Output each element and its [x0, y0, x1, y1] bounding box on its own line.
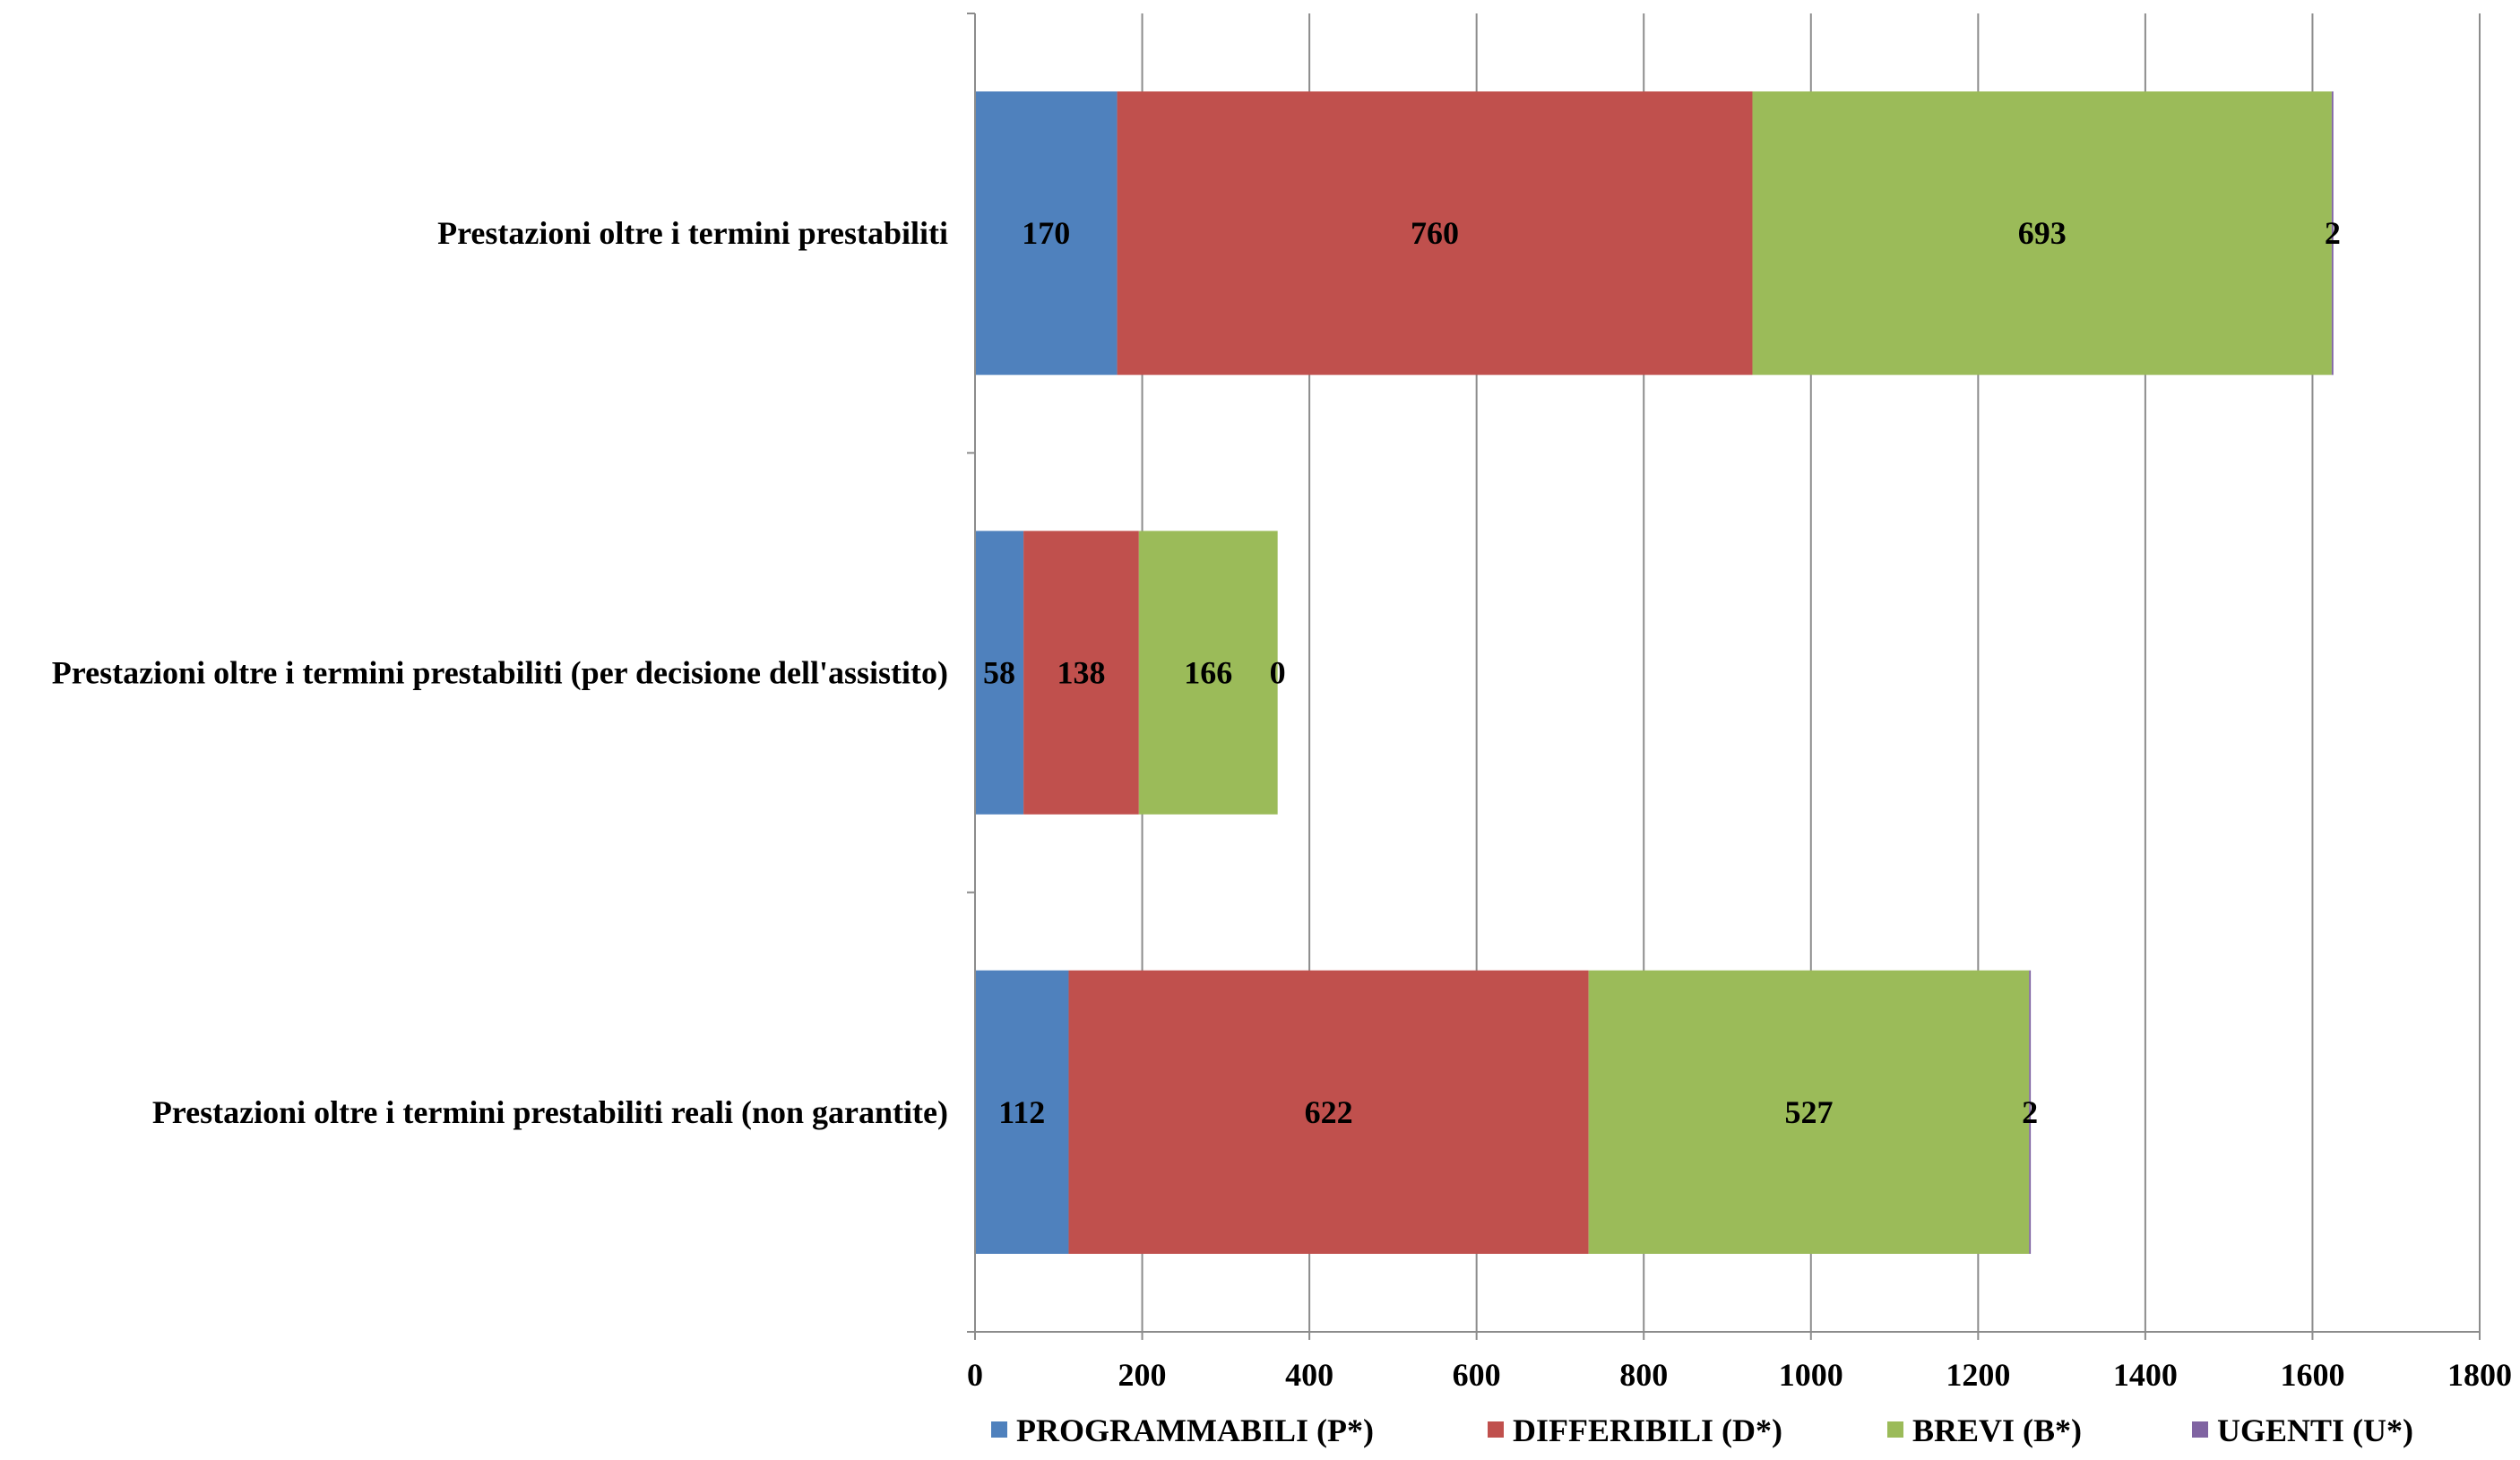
x-tick-label: 1400 [2113, 1357, 2178, 1393]
bar-segment [975, 531, 1024, 815]
bar-segment [2029, 970, 2032, 1254]
x-tick-label: 600 [1453, 1357, 1501, 1393]
bar-segment [1752, 91, 2332, 376]
legend-label: PROGRAMMABILI (P*) [1016, 1412, 1374, 1448]
category-label: Prestazioni oltre i termini prestabiliti… [152, 1094, 948, 1130]
category-label: Prestazioni oltre i termini prestabiliti [437, 215, 948, 251]
legend-swatch [1488, 1421, 1504, 1438]
data-label: 760 [1411, 215, 1459, 251]
bar-segment [1588, 970, 2030, 1254]
category-labels: Prestazioni oltre i termini prestabiliti… [52, 215, 948, 1130]
legend-swatch [991, 1421, 1007, 1438]
bars [975, 91, 2334, 1254]
data-labels: 170 760 693 2 58 138 166 0 112 622 527 2 [983, 215, 2341, 1130]
data-label: 0 [1270, 655, 1286, 691]
x-tick-label: 1800 [2447, 1357, 2512, 1393]
data-label: 166 [1184, 655, 1232, 691]
x-tick-label: 1200 [1946, 1357, 2010, 1393]
axes [967, 13, 2481, 1340]
x-tick-label: 0 [967, 1357, 983, 1393]
x-tick-label: 800 [1619, 1357, 1668, 1393]
data-label: 138 [1057, 655, 1105, 691]
bar-segment [975, 970, 1069, 1254]
data-label: 622 [1305, 1094, 1353, 1130]
legend-label: UGENTI (U*) [2217, 1412, 2413, 1448]
legend-swatch [1887, 1421, 1903, 1438]
bar-segment [1138, 531, 1278, 815]
legend: PROGRAMMABILI (P*) DIFFERIBILI (D*) BREVI … [991, 1412, 2413, 1448]
category-label: Prestazioni oltre i termini prestabiliti… [52, 655, 948, 691]
legend-label: BREVI (B*) [1912, 1412, 2082, 1448]
x-tick-label: 400 [1285, 1357, 1333, 1393]
bar-segment [1023, 531, 1139, 815]
legend-swatch [2192, 1421, 2208, 1438]
x-tick-label: 200 [1118, 1357, 1167, 1393]
x-tick-label: 1000 [1779, 1357, 1843, 1393]
data-label: 112 [998, 1094, 1045, 1130]
x-tick-labels: 0 200 400 600 800 1000 1200 1400 1600 1800 [967, 1357, 2512, 1393]
x-tick-label: 1600 [2280, 1357, 2344, 1393]
bar-segment [1068, 970, 1589, 1254]
bar-segment [2331, 91, 2334, 376]
data-label: 170 [1022, 215, 1070, 251]
bar-segment [975, 91, 1118, 376]
data-label: 693 [2018, 215, 2067, 251]
data-label: 2 [2022, 1094, 2038, 1130]
legend-label: DIFFERIBILI (D*) [1513, 1412, 1782, 1448]
data-label: 58 [983, 655, 1015, 691]
data-label: 527 [1784, 1094, 1833, 1130]
bar-segment [1117, 91, 1753, 376]
data-label: 2 [2325, 215, 2341, 251]
